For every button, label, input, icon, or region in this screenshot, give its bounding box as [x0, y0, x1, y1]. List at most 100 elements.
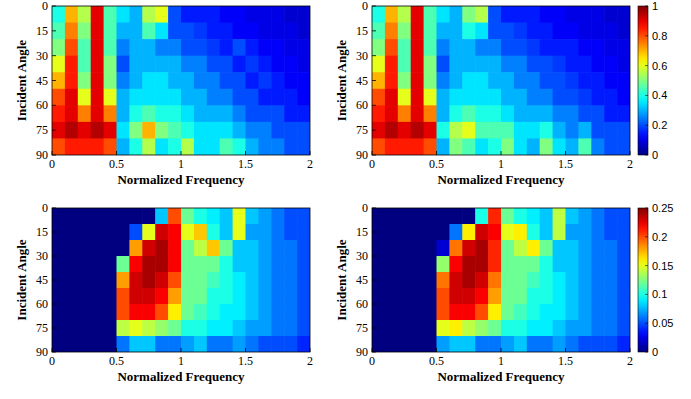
cell	[142, 6, 156, 23]
cell	[78, 89, 92, 106]
cell	[488, 304, 502, 321]
cell	[566, 208, 580, 225]
x-tick-label: 0	[369, 157, 375, 171]
colorbar-tick-label: 0.2	[652, 231, 667, 243]
colorbar-tick-label: 0.15	[652, 260, 673, 272]
cell	[220, 224, 234, 241]
cell	[488, 138, 502, 155]
cell	[372, 72, 386, 89]
cell	[168, 320, 182, 337]
cell	[233, 6, 247, 23]
cell	[553, 56, 567, 73]
cell	[411, 6, 425, 23]
cell	[194, 304, 208, 321]
cell	[233, 272, 247, 289]
cell	[52, 6, 66, 23]
cell	[372, 288, 386, 305]
cell	[284, 256, 298, 273]
cell	[142, 240, 156, 257]
y-tick-label: 30	[36, 49, 48, 63]
cell	[104, 6, 118, 23]
cell	[207, 304, 221, 321]
cell	[540, 23, 554, 40]
cell	[65, 256, 79, 273]
colorbar-tick	[645, 236, 648, 237]
cell	[411, 320, 425, 337]
cell	[424, 288, 438, 305]
cell	[258, 304, 272, 321]
cell	[271, 288, 285, 305]
cell	[207, 272, 221, 289]
cell	[527, 89, 541, 106]
cell	[553, 138, 567, 155]
cell	[566, 72, 580, 89]
cell	[527, 288, 541, 305]
y-tick	[52, 80, 56, 81]
cell	[297, 320, 310, 337]
y-tick	[52, 304, 56, 305]
cell	[488, 72, 502, 89]
cell	[514, 105, 528, 122]
cell	[385, 6, 399, 23]
y-tick	[372, 280, 376, 281]
cell	[52, 304, 66, 321]
cell	[437, 72, 451, 89]
cell	[297, 72, 310, 89]
cell	[168, 105, 182, 122]
cell	[233, 208, 247, 225]
cell	[168, 256, 182, 273]
cell	[372, 208, 386, 225]
cell	[284, 240, 298, 257]
cell	[284, 224, 298, 241]
cell	[220, 256, 234, 273]
cell	[65, 320, 79, 337]
cell	[540, 224, 554, 241]
cell	[462, 256, 476, 273]
cell	[168, 39, 182, 56]
cell	[398, 288, 412, 305]
cell	[437, 23, 451, 40]
cell	[462, 39, 476, 56]
cell	[194, 224, 208, 241]
cell	[617, 72, 630, 89]
cell	[142, 23, 156, 40]
cell	[398, 240, 412, 257]
cell	[258, 208, 272, 225]
cell	[91, 23, 105, 40]
cell	[297, 240, 310, 257]
cell	[181, 6, 195, 23]
cell	[168, 224, 182, 241]
y-tick-label: 30	[356, 249, 368, 263]
cell	[385, 304, 399, 321]
cell	[220, 320, 234, 337]
cell	[578, 72, 592, 89]
cell	[449, 105, 463, 122]
cell	[284, 122, 298, 139]
cell	[104, 288, 118, 305]
cell	[104, 138, 118, 155]
cell	[385, 256, 399, 273]
cell	[553, 6, 567, 23]
cell	[411, 240, 425, 257]
cell	[411, 224, 425, 241]
cell	[424, 336, 438, 352]
cell	[385, 56, 399, 73]
cell	[65, 72, 79, 89]
cell	[475, 256, 489, 273]
y-tick	[52, 130, 56, 131]
cell	[104, 72, 118, 89]
cell	[385, 138, 399, 155]
y-tick	[372, 328, 376, 329]
cell	[424, 23, 438, 40]
cell	[553, 256, 567, 273]
cell	[246, 288, 260, 305]
y-tick-label: 45	[36, 74, 48, 88]
cell	[411, 272, 425, 289]
cell	[578, 208, 592, 225]
cell	[527, 122, 541, 139]
cell	[220, 288, 234, 305]
cell	[65, 224, 79, 241]
cell	[411, 89, 425, 106]
cell	[527, 208, 541, 225]
y-tick-label: 60	[356, 98, 368, 112]
